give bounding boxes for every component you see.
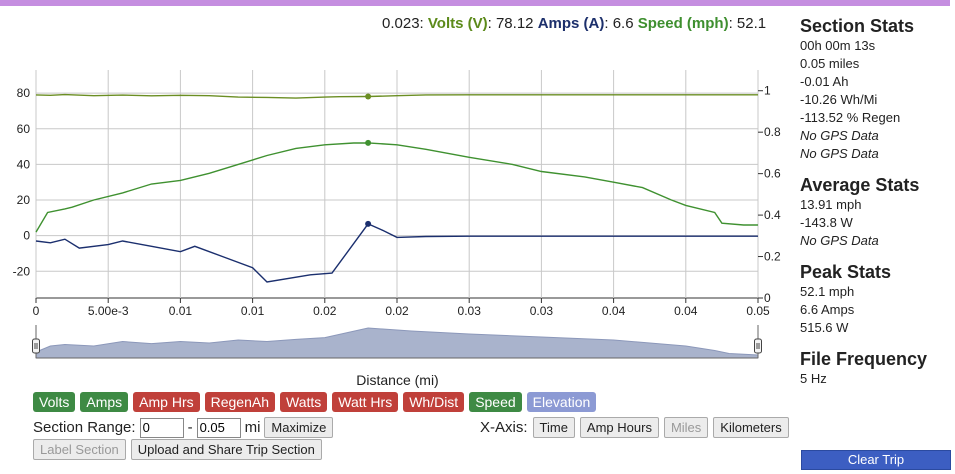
section-actions: Label Section Upload and Share Trip Sect… [33, 439, 322, 460]
x-tick-label: 0.03 [458, 304, 482, 318]
peak-stats-title: Peak Stats [800, 262, 892, 282]
section-stat-line: 00h 00m 13s [800, 38, 876, 53]
top-accent-bar [0, 0, 950, 6]
range-separator: - [187, 419, 193, 436]
series-toggle-regenah[interactable]: RegenAh [204, 392, 275, 412]
x-axis-selector: X-Axis: Time Amp Hours Miles Kilometers [480, 417, 789, 438]
x-axis-label: Distance (mi) [356, 372, 439, 388]
peak-stat-line: 6.6 Amps [800, 302, 855, 317]
x-tick-label: 0.04 [602, 304, 626, 318]
series-toggle-elevation[interactable]: Elevation [526, 392, 597, 412]
series-toggle-amps[interactable]: Amps [80, 392, 129, 412]
section-stat-line: 0.05 miles [800, 56, 860, 71]
series-toggle-watts[interactable]: Watts [280, 392, 328, 412]
series-line-amps-a [35, 223, 758, 283]
y-right-tick-label: 0.8 [764, 125, 781, 139]
readout-speed-value: 52.1 [736, 15, 767, 32]
peak-stat-line: 52.1 mph [800, 284, 855, 299]
x-tick-label: 0.04 [674, 304, 698, 318]
x-axis-miles-button[interactable]: Miles [663, 417, 709, 438]
navigator-right-handle[interactable] [754, 338, 762, 354]
readout-volts-value: 78.12 [495, 15, 534, 32]
y-left-tick-label: 0 [23, 229, 30, 243]
section-stats-title: Section Stats [800, 16, 915, 36]
trip-chart[interactable]: 80 60 40 20 0 -20 1 0.8 0.6 0.4 0.2 0 0 5.00e-3 0.01… [0, 60, 795, 365]
x-tick-label: 0.03 [530, 304, 554, 318]
series-line-volts-v [35, 93, 758, 99]
y-left-tick-label: -20 [13, 264, 31, 278]
peak-stat-line: 515.6 W [800, 320, 849, 335]
y-right-tick-label: 0.4 [764, 208, 781, 222]
section-range: Section Range: - mi Maximize [33, 417, 334, 438]
section-range-label: Section Range: [33, 419, 136, 436]
average-stats-title: Average Stats [800, 175, 920, 195]
x-axis-time-button[interactable]: Time [532, 417, 575, 438]
readout-volts-sep: : [487, 15, 492, 32]
x-tick-label: 0.02 [385, 304, 409, 318]
clear-trip-button[interactable]: Clear Trip [801, 450, 951, 470]
x-tick-label: 0.05 [746, 304, 770, 318]
frequency-stat-line: 5 Hz [800, 371, 827, 386]
upload-share-button[interactable]: Upload and Share Trip Section [130, 439, 322, 460]
series-toggle-watt-hrs[interactable]: Watt Hrs [332, 392, 399, 412]
series-marker-amps-a [365, 220, 372, 227]
series-toggle-bar: Volts Amps Amp Hrs RegenAh Watts Watt Hrs Wh/D… [33, 392, 597, 412]
series-marker-speed-mph [365, 139, 372, 146]
readout-amps-label: Amps (A) [537, 15, 605, 32]
y-right-tick-label: 0.2 [764, 250, 781, 264]
x-tick-label: 0.01 [241, 304, 265, 318]
range-unit: mi [244, 419, 261, 436]
elevation-area [35, 327, 759, 359]
x-tick-label: 0.02 [313, 304, 337, 318]
readout-speed-label: Speed (mph) [637, 15, 729, 32]
navigator-left-handle[interactable] [32, 338, 40, 354]
section-stat-line: No GPS Data [800, 146, 879, 161]
peak-stats-list: 52.1 mph 6.6 Amps 515.6 W [800, 283, 950, 337]
range-start-input[interactable] [139, 417, 184, 438]
y-left-tick-label: 80 [17, 86, 31, 100]
y-left-tick-label: 60 [17, 122, 31, 136]
series-marker-volts-v [365, 93, 372, 100]
x-tick-label: 0.01 [169, 304, 193, 318]
readout-volts-label: Volts (V) [427, 15, 488, 32]
y-right-tick-label: 1 [764, 84, 771, 98]
y-left-tick-label: 20 [17, 193, 31, 207]
readout-amps-value: 6.6 [612, 15, 634, 32]
y-left-tick-label: 40 [17, 157, 31, 171]
x-tick-label: 5.00e-3 [88, 304, 129, 318]
series-toggle-wh-dist[interactable]: Wh/Dist [403, 392, 465, 412]
section-stat-line: No GPS Data [800, 128, 879, 143]
readout-speed-sep: : [728, 15, 733, 32]
file-frequency-title: File Frequency [800, 349, 928, 369]
x-axis-kilometers-button[interactable]: Kilometers [713, 417, 789, 438]
readout-amps-sep: : [604, 15, 609, 32]
maximize-button[interactable]: Maximize [264, 417, 334, 438]
series-toggle-amp-hrs[interactable]: Amp Hrs [133, 392, 200, 412]
stats-panel: Section Stats 00h 00m 13s 0.05 miles -0.01… [800, 16, 950, 388]
section-stat-line: -113.52 % Regen [800, 110, 901, 125]
average-stat-line: No GPS Data [800, 233, 879, 248]
average-stat-line: 13.91 mph [800, 197, 862, 212]
section-stat-line: -0.01 Ah [800, 74, 849, 89]
average-stats-list: 13.91 mph -143.8 W No GPS Data [800, 196, 950, 250]
series-toggle-speed[interactable]: Speed [469, 392, 522, 412]
file-frequency-list: 5 Hz [800, 370, 950, 388]
section-stat-line: -10.26 Wh/Mi [800, 92, 878, 107]
x-tick-label: 0 [33, 304, 40, 318]
range-end-input[interactable] [196, 417, 241, 438]
series-toggle-volts[interactable]: Volts [33, 392, 76, 412]
x-axis-amp-hours-button[interactable]: Amp Hours [579, 417, 659, 438]
section-stats-list: 00h 00m 13s 0.05 miles -0.01 Ah -10.26 Wh/M… [800, 37, 950, 163]
y-right-tick-label: 0.6 [764, 167, 781, 181]
label-section-button[interactable]: Label Section [33, 439, 126, 460]
x-axis-selector-label: X-Axis: [480, 419, 528, 436]
readout-x-value: 0.023: [382, 15, 424, 32]
average-stat-line: -143.8 W [800, 215, 853, 230]
y-right-tick-label: 0 [764, 291, 771, 305]
hover-readout: 0.023: Volts (V): 78.12 Amps (A): 6.6 Sp… [382, 15, 766, 32]
